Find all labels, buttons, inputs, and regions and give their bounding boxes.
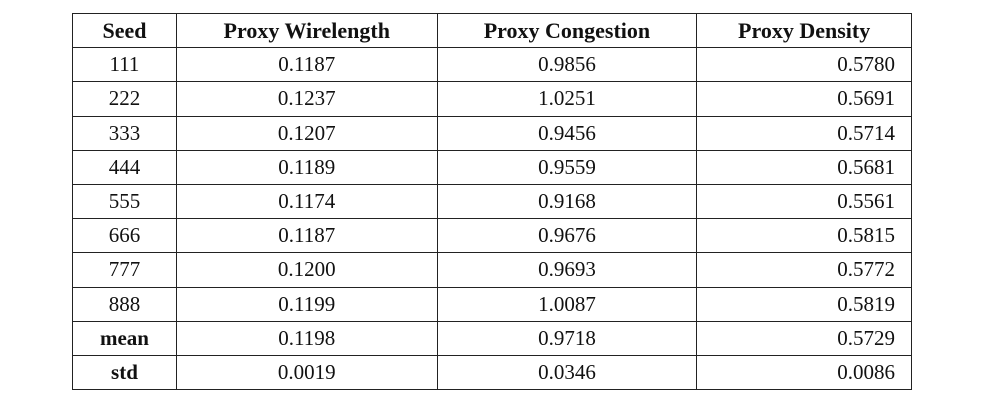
table-cell: 0.9856 bbox=[436, 47, 698, 83]
table-cell: 0.5780 bbox=[696, 47, 912, 83]
table-cell: 333 bbox=[72, 115, 177, 151]
table-cell: 0.1207 bbox=[175, 115, 438, 151]
table-cell: 0.1189 bbox=[175, 149, 438, 185]
table-cell: 0.1198 bbox=[175, 320, 438, 356]
results-table: Seed Proxy Wirelength Proxy Congestion Prox… bbox=[72, 12, 912, 391]
table-cell: mean bbox=[72, 320, 177, 356]
table-cell: 1.0251 bbox=[436, 81, 698, 117]
table-row: 444 0.1189 0.9559 0.5681 bbox=[72, 149, 912, 185]
table-cell: 0.9559 bbox=[436, 149, 698, 185]
table-cell: 0.0346 bbox=[436, 354, 698, 391]
header-cell: Proxy Density bbox=[696, 12, 912, 49]
table-row: 555 0.1174 0.9168 0.5561 bbox=[72, 183, 912, 220]
table-cell: 0.9168 bbox=[436, 183, 698, 220]
table-cell: 0.5729 bbox=[696, 320, 912, 356]
table-cell: 0.1237 bbox=[175, 81, 438, 117]
table-cell: 0.5815 bbox=[696, 218, 912, 254]
table-cell: 111 bbox=[72, 47, 177, 83]
table-cell: 444 bbox=[72, 149, 177, 185]
table-body: 111 0.1187 0.9856 0.5780 222 0.1237 1.0251 0.56… bbox=[72, 47, 912, 391]
table-cell: 0.5819 bbox=[696, 286, 912, 322]
table-cell: 0.9718 bbox=[436, 320, 698, 356]
table-cell: 888 bbox=[72, 286, 177, 322]
header-cell: Proxy Wirelength bbox=[175, 12, 438, 49]
table-cell: 0.5714 bbox=[696, 115, 912, 151]
table-row: 888 0.1199 1.0087 0.5819 bbox=[72, 286, 912, 322]
table-row: 111 0.1187 0.9856 0.5780 bbox=[72, 47, 912, 83]
table-cell: 0.1187 bbox=[175, 218, 438, 254]
table-cell: 777 bbox=[72, 252, 177, 288]
table-row: 666 0.1187 0.9676 0.5815 bbox=[72, 218, 912, 254]
table-row: 222 0.1237 1.0251 0.5691 bbox=[72, 81, 912, 117]
table-cell: 555 bbox=[72, 183, 177, 220]
table-cell: 666 bbox=[72, 218, 177, 254]
table-row: mean 0.1198 0.9718 0.5729 bbox=[72, 320, 912, 356]
header-cell: Proxy Congestion bbox=[436, 12, 698, 49]
table-cell: 0.1200 bbox=[175, 252, 438, 288]
table-cell: 0.9456 bbox=[436, 115, 698, 151]
table-cell: 0.0086 bbox=[696, 354, 912, 391]
table-cell: 0.1199 bbox=[175, 286, 438, 322]
table-cell: 222 bbox=[72, 81, 177, 117]
header-cell: Seed bbox=[72, 12, 177, 49]
table-row: 333 0.1207 0.9456 0.5714 bbox=[72, 115, 912, 151]
table-cell: 0.5691 bbox=[696, 81, 912, 117]
table-cell: 1.0087 bbox=[436, 286, 698, 322]
table-cell: 0.9693 bbox=[436, 252, 698, 288]
table-cell: std bbox=[72, 354, 177, 391]
header-row: Seed Proxy Wirelength Proxy Congestion Prox… bbox=[72, 12, 912, 49]
table-row: 777 0.1200 0.9693 0.5772 bbox=[72, 252, 912, 288]
table-cell: 0.9676 bbox=[436, 218, 698, 254]
table-cell: 0.5681 bbox=[696, 149, 912, 185]
table-cell: 0.1187 bbox=[175, 47, 438, 83]
table-cell: 0.0019 bbox=[175, 354, 438, 391]
table-cell: 0.1174 bbox=[175, 183, 438, 220]
table-cell: 0.5561 bbox=[696, 183, 912, 220]
table-cell: 0.5772 bbox=[696, 252, 912, 288]
table-row: std 0.0019 0.0346 0.0086 bbox=[72, 354, 912, 391]
